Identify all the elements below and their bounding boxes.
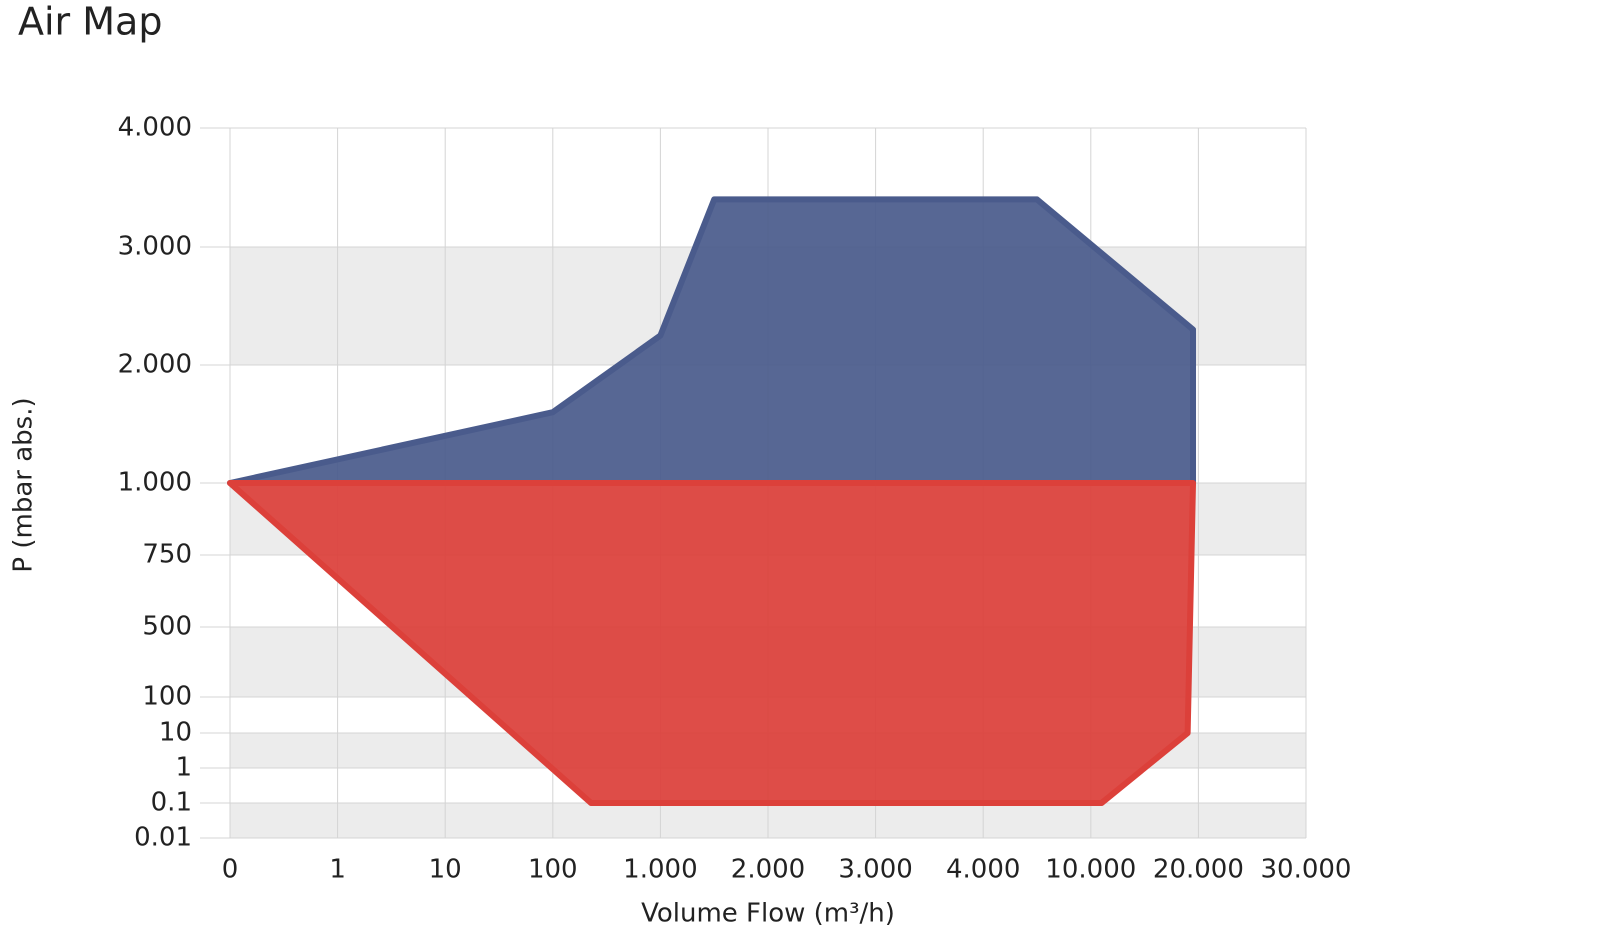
x-tick-label: 2.000 (731, 855, 805, 885)
x-tick-label: 10.000 (1045, 855, 1136, 885)
y-tick-label: 750 (142, 540, 192, 570)
y-tick-label: 3.000 (118, 232, 192, 262)
x-tick-label: 20.000 (1153, 855, 1244, 885)
y-tick-label: 1.000 (118, 468, 192, 498)
y-tick-label: 1 (175, 753, 192, 783)
y-tick-label: 0.01 (134, 823, 192, 853)
y-tick-label: 2.000 (118, 350, 192, 380)
x-tick-label: 3.000 (838, 855, 912, 885)
y-tick-label: 10 (159, 718, 192, 748)
x-tick-label: 1.000 (623, 855, 697, 885)
y-tick-label: 100 (142, 682, 192, 712)
x-axis-label: Volume Flow (m³/h) (641, 899, 895, 929)
x-tick-label: 0 (222, 855, 239, 885)
x-tick-label: 100 (528, 855, 578, 885)
x-tick-label: 10 (429, 855, 462, 885)
x-tick-label: 30.000 (1261, 855, 1352, 885)
area-region (227, 196, 1197, 486)
y-tick-label: 500 (142, 612, 192, 642)
x-tick-label: 4.000 (946, 855, 1020, 885)
y-tick-label: 0.1 (151, 788, 192, 818)
y-axis-label: P (mbar abs.) (9, 397, 39, 572)
area-region (227, 480, 1197, 806)
x-tick-label: 1 (329, 855, 346, 885)
chart-title: Air Map (18, 0, 162, 44)
y-tick-label: 4.000 (118, 113, 192, 143)
